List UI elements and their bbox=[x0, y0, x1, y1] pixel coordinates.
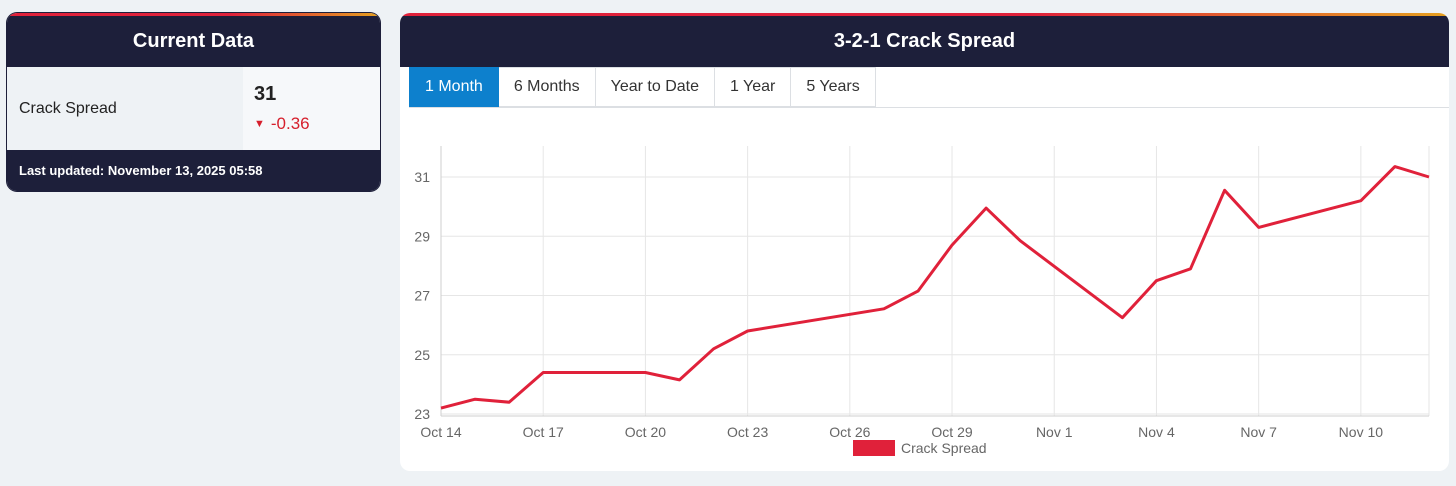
tab-5-years[interactable]: 5 Years bbox=[791, 67, 876, 107]
y-tick-label: 31 bbox=[414, 169, 430, 185]
x-tick-label: Oct 26 bbox=[829, 424, 870, 438]
tab-divider bbox=[409, 107, 1449, 108]
x-tick-label: Nov 4 bbox=[1138, 424, 1175, 438]
current-data-card: Current Data Crack Spread 31 ▼ -0.36 Las… bbox=[7, 13, 380, 191]
x-tick-label: Oct 23 bbox=[727, 424, 768, 438]
legend-swatch bbox=[853, 440, 895, 456]
y-axis-ticks: 23 25 27 29 31 bbox=[414, 169, 430, 422]
y-tick-label: 29 bbox=[414, 228, 430, 244]
chart-legend[interactable]: Crack Spread bbox=[853, 440, 987, 456]
change-value: -0.36 bbox=[270, 114, 310, 133]
crack-spread-chart-card: 3-2-1 Crack Spread 1 Month 6 Months Year… bbox=[400, 13, 1449, 471]
tab-year-to-date[interactable]: Year to Date bbox=[595, 67, 715, 107]
crack-spread-chart: 23 25 27 29 31 Oct 14 Oct 17 Oct 20 Oct 23 Oct 2… bbox=[414, 146, 1430, 438]
x-tick-label: Nov 1 bbox=[1036, 424, 1073, 438]
y-tick-label: 25 bbox=[414, 347, 430, 363]
crack-spread-value: 31 bbox=[254, 83, 277, 105]
crack-spread-series-line bbox=[440, 165, 1430, 410]
x-axis-ticks: Oct 14 Oct 17 Oct 20 Oct 23 Oct 26 Oct 29 Nov … bbox=[420, 424, 1383, 438]
x-tick-label: Nov 7 bbox=[1240, 424, 1277, 438]
tab-1-year[interactable]: 1 Year bbox=[714, 67, 792, 107]
tab-1-month[interactable]: 1 Month bbox=[409, 67, 499, 107]
legend-label: Crack Spread bbox=[901, 440, 987, 456]
y-tick-label: 27 bbox=[414, 288, 430, 304]
x-tick-label: Oct 14 bbox=[420, 424, 461, 438]
tab-6-months[interactable]: 6 Months bbox=[498, 67, 596, 107]
x-tick-label: Oct 29 bbox=[931, 424, 972, 438]
crack-spread-value-cell: 31 ▼ -0.36 bbox=[243, 67, 380, 150]
current-data-title: Current Data bbox=[7, 16, 380, 67]
x-tick-label: Oct 17 bbox=[523, 424, 564, 438]
x-tick-label: Oct 20 bbox=[625, 424, 666, 438]
chart-card-title: 3-2-1 Crack Spread bbox=[400, 16, 1449, 67]
crack-spread-change: ▼ -0.36 bbox=[254, 114, 380, 134]
accent-strip bbox=[7, 13, 380, 16]
y-tick-label: 23 bbox=[414, 406, 430, 422]
range-tabs: 1 Month 6 Months Year to Date 1 Year 5 Y… bbox=[409, 67, 876, 107]
accent-strip bbox=[400, 13, 1449, 16]
crack-spread-row: Crack Spread 31 ▼ -0.36 bbox=[7, 67, 380, 150]
chart-grid bbox=[440, 146, 1430, 417]
crack-spread-label: Crack Spread bbox=[7, 67, 243, 150]
x-tick-label: Nov 10 bbox=[1339, 424, 1384, 438]
down-triangle-icon: ▼ bbox=[254, 118, 265, 130]
last-updated: Last updated: November 13, 2025 05:58 bbox=[7, 150, 380, 191]
